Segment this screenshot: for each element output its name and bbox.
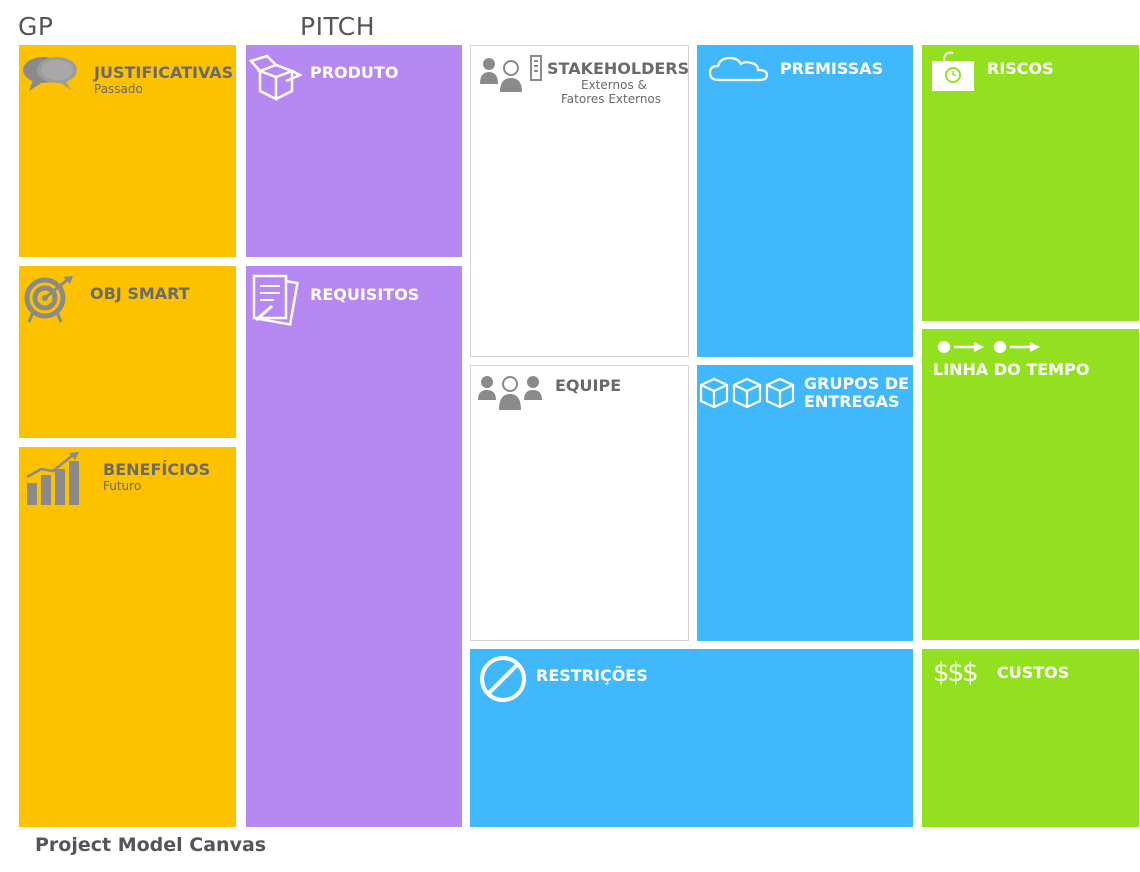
grupos-entregas-block[interactable]: GRUPOS DE ENTREGAS	[697, 365, 913, 641]
target-icon	[24, 276, 73, 323]
restricoes-block[interactable]: RESTRIÇÕES	[470, 649, 913, 827]
obj-smart-title: OBJ SMART	[90, 284, 190, 303]
produto-title: PRODUTO	[310, 63, 399, 82]
obj-smart-block[interactable]: OBJ SMART	[19, 266, 236, 438]
premissas-title: PREMISSAS	[780, 59, 884, 78]
custos-block[interactable]: $$$ CUSTOS	[922, 649, 1139, 827]
canvas-footer: Project Model Canvas	[35, 834, 267, 856]
timeline-icon	[938, 341, 1040, 353]
stakeholders-subtitle-line1: Externos &	[581, 78, 647, 92]
stakeholders-block[interactable]: STAKEHOLDERS Externos & Fatores Externos	[470, 45, 689, 357]
justificativas-block[interactable]: JUSTIFICATIVAS Passado	[19, 45, 236, 257]
riscos-title: RISCOS	[987, 59, 1054, 78]
premissas-block[interactable]: PREMISSAS	[697, 45, 913, 357]
linha-do-tempo-title: LINHA DO TEMPO	[933, 360, 1090, 379]
people-building-icon	[480, 55, 542, 92]
stakeholders-title: STAKEHOLDERS	[547, 59, 690, 78]
beneficios-title: BENEFÍCIOS	[103, 460, 211, 479]
beneficios-subtitle: Futuro	[103, 479, 142, 493]
grupos-entregas-title-line2: ENTREGAS	[804, 392, 900, 411]
prohibited-icon	[480, 656, 526, 702]
stakeholders-subtitle-line2: Fatores Externos	[561, 92, 662, 106]
requisitos-block[interactable]: REQUISITOS	[246, 266, 462, 827]
dynamite-icon	[932, 51, 974, 91]
justificativas-title: JUSTIFICATIVAS	[94, 63, 234, 82]
speech-bubbles-icon	[23, 57, 77, 91]
box-icon	[248, 54, 302, 102]
bar-chart-icon	[26, 452, 79, 505]
restricoes-title: RESTRIÇÕES	[536, 666, 648, 685]
beneficios-block[interactable]: BENEFÍCIOS Futuro	[19, 447, 236, 827]
dollar-icon-text: $$$	[933, 658, 979, 688]
produto-block[interactable]: PRODUTO	[246, 45, 462, 257]
linha-do-tempo-block[interactable]: LINHA DO TEMPO	[922, 329, 1139, 640]
custos-title: CUSTOS	[997, 663, 1070, 682]
riscos-block[interactable]: RISCOS	[922, 45, 1139, 321]
justificativas-subtitle: Passado	[94, 82, 143, 96]
pitch-header: PITCH	[300, 12, 376, 41]
packages-icon	[699, 377, 795, 409]
equipe-block[interactable]: EQUIPE	[470, 365, 689, 641]
gp-header: GP	[18, 12, 54, 41]
equipe-title: EQUIPE	[555, 376, 622, 395]
team-icon	[478, 376, 542, 410]
document-icon	[252, 274, 299, 326]
cloud-icon	[709, 56, 769, 82]
grupos-entregas-title-line1: GRUPOS DE	[804, 374, 910, 393]
requisitos-title: REQUISITOS	[310, 285, 420, 304]
dollar-icon: $$$	[933, 651, 979, 695]
